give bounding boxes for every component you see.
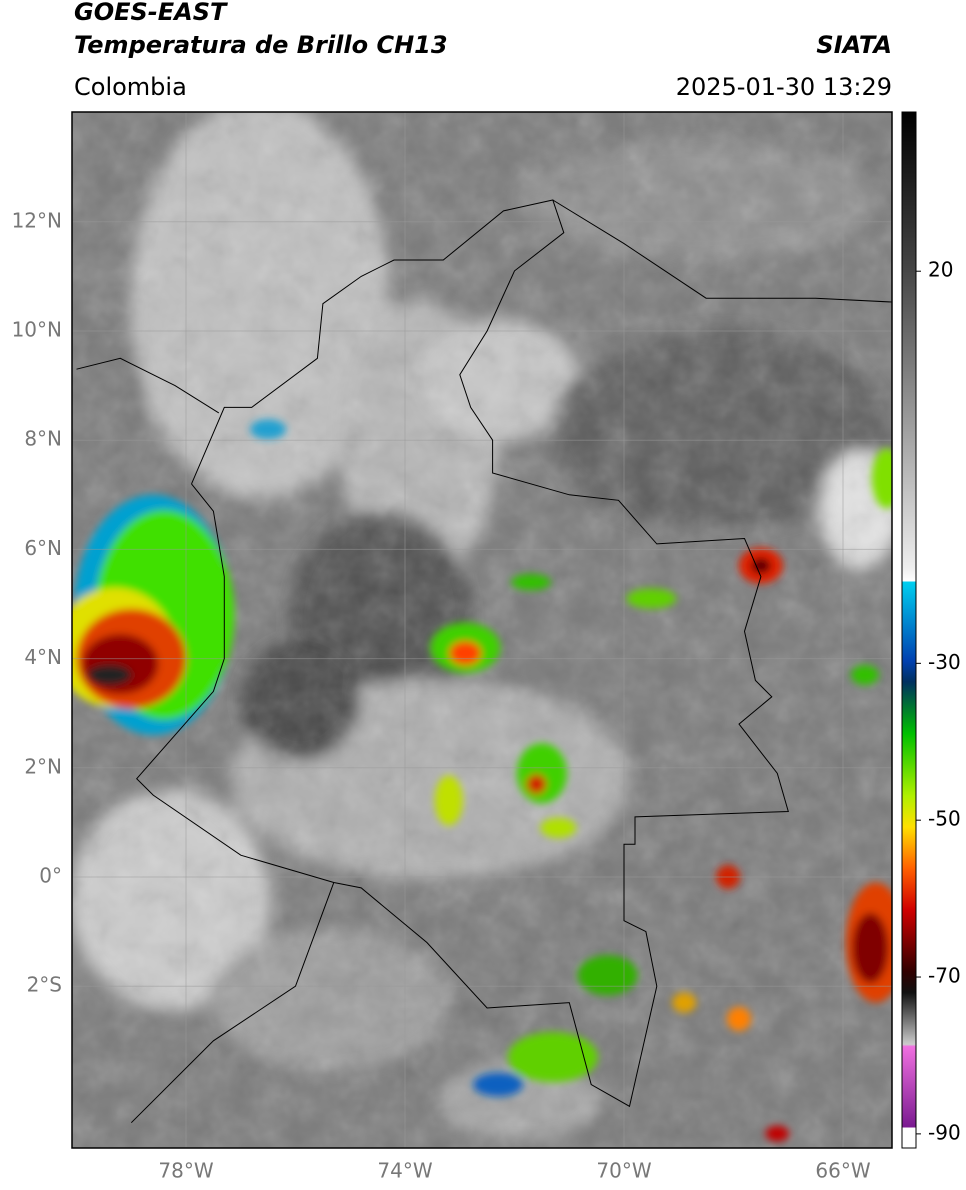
colorbar-tick-label: 20 [928,258,953,282]
storm-cell [510,574,551,591]
storm-cell [672,992,697,1013]
storm-cell [87,664,132,685]
lat-label: 6°N [24,536,62,560]
colorbar-tick-label: -30 [928,650,961,674]
colorbar-tick-label: -90 [928,1120,961,1144]
lon-label: 70°W [596,1159,651,1183]
border-line [552,199,892,303]
colorbar [901,111,917,1149]
storm-cell [516,743,567,804]
storm-cell [526,774,547,795]
datetime-label: 2025-01-30 13:29 [675,73,892,101]
storm-cell [750,557,771,574]
colorbar-tick-label: -50 [928,807,961,831]
border-line [130,882,335,1124]
lat-label: 0° [39,864,62,888]
satellite-title: GOES-EAST [74,0,227,26]
storm-cell [434,775,463,826]
source-label: SIATA [816,31,892,59]
storm-cell [449,641,482,666]
storm-cell [473,1072,524,1097]
lon-label: 78°W [158,1159,213,1183]
lon-label: 66°W [815,1159,870,1183]
storm-cell [577,955,638,996]
storm-cell [852,912,889,983]
storm-cell [540,817,577,838]
storm-cell [626,588,677,609]
lat-label: 4°N [24,645,62,669]
storm-cell [82,634,159,695]
satellite-image [72,112,892,1148]
storm-cell [250,419,287,440]
region-label: Colombia [74,73,187,101]
lat-label: 12°N [12,208,62,232]
storm-cell [850,664,879,685]
storm-cell [765,1125,790,1142]
storm-cell [726,1006,751,1031]
lat-label: 2°N [24,754,62,778]
map-frame [71,111,893,1149]
border-line [76,357,220,414]
colorbar-tick-label: -70 [928,964,961,988]
storm-cell [871,448,892,509]
lat-label: 2°S [27,973,62,997]
storm-cell [507,1032,598,1083]
product-title: Temperatura de Brillo CH13 [74,31,448,59]
lat-label: 10°N [12,318,62,342]
lon-label: 74°W [377,1159,432,1183]
lat-label: 8°N [24,427,62,451]
